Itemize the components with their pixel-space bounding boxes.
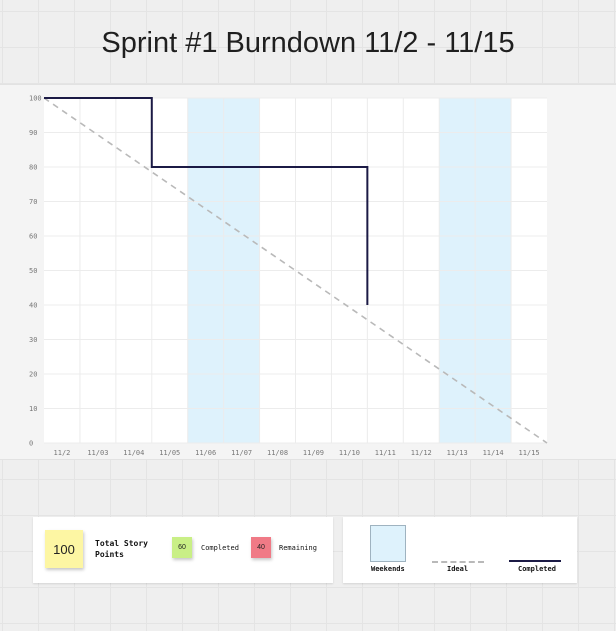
x-tick-label: 11/05 — [159, 449, 180, 457]
x-tick-label: 11/2 — [54, 449, 71, 457]
completed-legend-line — [509, 560, 561, 562]
y-tick-label: 20 — [29, 371, 37, 379]
ideal-legend-line — [432, 561, 484, 563]
x-tick-label: 11/09 — [303, 449, 324, 457]
remaining-points-sticky: 40 — [251, 537, 271, 558]
y-tick-label: 70 — [29, 198, 37, 206]
ideal-series-line — [43, 97, 548, 444]
y-tick-label: 80 — [29, 164, 37, 172]
total-points-sticky: 100 — [45, 530, 83, 568]
legend-card: Weekends Ideal Completed — [343, 517, 577, 583]
y-tick-label: 10 — [29, 405, 37, 413]
x-tick-label: 11/04 — [123, 449, 144, 457]
y-tick-label: 50 — [29, 267, 37, 275]
completed-points-sticky: 60 — [172, 537, 192, 558]
x-tick-labels: 11/2 11/03 11/04 11/05 11/06 11/07 11/08 11/09 1… — [54, 449, 540, 457]
total-points-label: Total Story Points — [95, 539, 148, 559]
page-title: Sprint #1 Burndown 11/2 - 11/15 — [101, 27, 515, 59]
completed-series-line — [44, 97, 369, 305]
x-tick-label: 11/12 — [411, 449, 432, 457]
summary-card: 100 Total Story Points 60 Completed 40 R… — [33, 517, 333, 583]
remaining-points-label: Remaining — [279, 544, 317, 552]
series-lines — [43, 97, 548, 444]
y-tick-label: 100 — [29, 95, 42, 103]
ideal-legend-label: Ideal — [447, 565, 469, 573]
y-tick-label: 60 — [29, 233, 37, 241]
y-tick-label: 0 — [29, 440, 33, 448]
x-tick-label: 11/07 — [231, 449, 252, 457]
x-tick-label: 11/11 — [375, 449, 396, 457]
completed-points-label: Completed — [201, 544, 239, 552]
x-tick-label: 11/13 — [447, 449, 468, 457]
y-tick-label: 40 — [29, 302, 37, 310]
x-tick-label: 11/08 — [267, 449, 288, 457]
x-tick-label: 11/14 — [483, 449, 504, 457]
chart-board: 100 90 80 70 60 50 40 30 20 10 0 11/2 11/03 11/04 11/… — [0, 84, 616, 460]
y-tick-label: 30 — [29, 336, 37, 344]
weekend-swatch — [370, 525, 406, 562]
x-tick-label: 11/15 — [518, 449, 539, 457]
x-tick-label: 11/03 — [87, 449, 108, 457]
weekends-legend-label: Weekends — [371, 565, 405, 573]
x-tick-label: 11/06 — [195, 449, 216, 457]
completed-legend-label: Completed — [518, 565, 556, 573]
y-tick-label: 90 — [29, 129, 37, 137]
x-tick-label: 11/10 — [339, 449, 360, 457]
